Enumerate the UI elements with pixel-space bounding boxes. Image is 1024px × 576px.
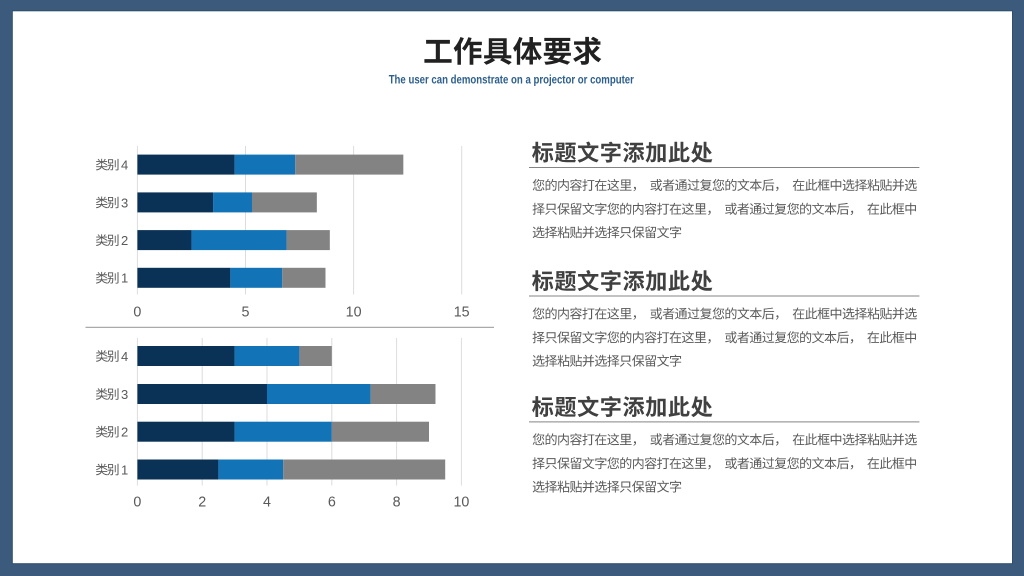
svg-text:6: 6 — [328, 495, 336, 511]
svg-text:0: 0 — [133, 305, 141, 321]
svg-text:3: 3 — [121, 387, 128, 402]
svg-text:3: 3 — [121, 195, 128, 210]
svg-text:2: 2 — [121, 233, 128, 248]
svg-text:10: 10 — [453, 495, 469, 511]
svg-text:4: 4 — [121, 158, 128, 173]
svg-text:4: 4 — [263, 495, 271, 511]
svg-text:0: 0 — [133, 495, 141, 511]
svg-text:1: 1 — [121, 271, 128, 286]
svg-text:8: 8 — [393, 495, 401, 511]
svg-text:The user can demonstrate on a: The user can demonstrate on a projector … — [389, 72, 634, 86]
svg-text:2: 2 — [121, 425, 128, 440]
svg-text:2: 2 — [198, 495, 206, 511]
svg-text:5: 5 — [242, 305, 250, 321]
svg-text:4: 4 — [121, 349, 128, 364]
svg-text:10: 10 — [346, 305, 362, 321]
svg-text:1: 1 — [121, 462, 128, 477]
svg-text:15: 15 — [454, 305, 470, 321]
